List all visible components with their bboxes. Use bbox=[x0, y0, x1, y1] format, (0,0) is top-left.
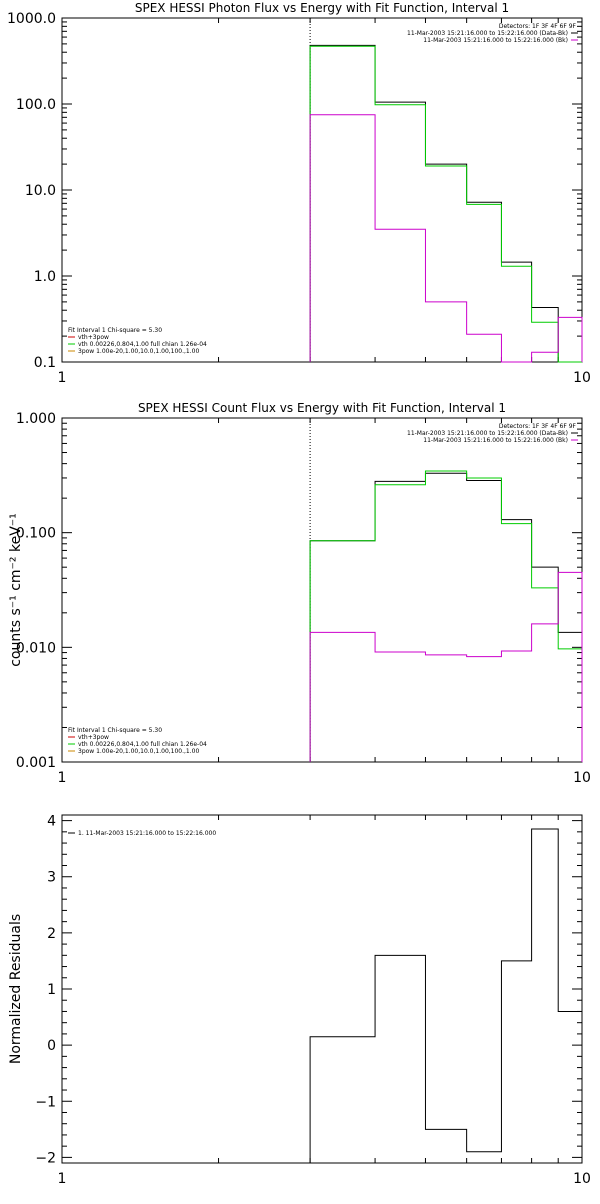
y-tick-label: 0.010 bbox=[16, 640, 56, 656]
y-tick-label: −1 bbox=[35, 1094, 56, 1110]
y-tick-label: 1 bbox=[47, 982, 56, 998]
legend-entry: Fit Interval 1 Chi-square = 5.30 bbox=[68, 327, 162, 334]
y-tick-label: 100.0 bbox=[16, 97, 56, 113]
chart-title: SPEX HESSI Count Flux vs Energy with Fit… bbox=[138, 401, 506, 415]
y-tick-label: 4 bbox=[47, 814, 56, 830]
series-step-line-1 bbox=[309, 44, 582, 363]
legend-entry: 3pow 1.00e-20,1.00,10.0,1.00,100.,1.00 bbox=[78, 748, 199, 755]
legend-entry: Detectors: 1F 3F 4F 6F 9F bbox=[499, 423, 577, 430]
legend-entry: 11-Mar-2003 15:21:16.000 to 15:22:16.000… bbox=[407, 30, 568, 37]
legend-entry: vth+3pow bbox=[78, 734, 109, 741]
y-tick-label: 3 bbox=[47, 870, 56, 886]
y-tick-label: 0.001 bbox=[16, 755, 56, 771]
legend-entry: vth+3pow bbox=[78, 334, 109, 341]
y-axis-label: Normalized Residuals bbox=[8, 914, 24, 1064]
y-tick-label: 1000.0 bbox=[7, 11, 56, 27]
x-tick-label: 10 bbox=[573, 370, 591, 386]
y-tick-label: 1.000 bbox=[16, 411, 56, 427]
y-tick-label: 1.0 bbox=[34, 269, 56, 285]
legend-entry: Detectors: 1F 3F 4F 6F 9F bbox=[499, 23, 577, 30]
legend-entry: 1. 11-Mar-2003 15:21:16.000 to 15:22:16.… bbox=[78, 830, 216, 837]
legend-entry: vth 0.00226,0.804,1.00 full chian 1.26e-… bbox=[78, 741, 207, 748]
y-tick-label: 0.1 bbox=[34, 355, 56, 371]
x-tick-label: 1 bbox=[58, 370, 67, 386]
y-tick-label: 10.0 bbox=[25, 183, 56, 199]
legend-entry: Fit Interval 1 Chi-square = 5.30 bbox=[68, 727, 162, 734]
y-tick-label: 2 bbox=[47, 926, 56, 942]
series-step-line-3 bbox=[309, 114, 583, 363]
panel-2: SPEX HESSI Count Flux vs Energy with Fit… bbox=[8, 401, 591, 786]
y-axis-label: counts s⁻¹ cm⁻² keV⁻¹ bbox=[8, 513, 24, 667]
panel-1: SPEX HESSI Photon Flux vs Energy with Fi… bbox=[7, 1, 591, 386]
legend-entry: 3pow 1.00e-20,1.00,10.0,1.00,100.,1.00 bbox=[78, 348, 199, 355]
series-step-line-2 bbox=[309, 45, 582, 363]
legend-entry: 11-Mar-2003 15:21:16.000 to 15:22:16.000… bbox=[423, 437, 568, 444]
x-tick-label: 1 bbox=[58, 770, 67, 786]
series-step-line-1 bbox=[309, 472, 583, 762]
legend-entry: vth 0.00226,0.804,1.00 full chian 1.26e-… bbox=[78, 341, 207, 348]
series-step-line-1 bbox=[309, 828, 582, 1163]
legend-entry: 11-Mar-2003 15:21:16.000 to 15:22:16.000… bbox=[407, 430, 568, 437]
plot-frame bbox=[61, 814, 583, 1164]
series-step-line-3 bbox=[309, 571, 583, 762]
x-tick-label: 1 bbox=[58, 1171, 67, 1187]
y-tick-label: 0.100 bbox=[16, 526, 56, 542]
x-tick-label: 10 bbox=[573, 770, 591, 786]
chart-title: SPEX HESSI Photon Flux vs Energy with Fi… bbox=[135, 1, 509, 15]
series-step-line-2 bbox=[309, 470, 583, 762]
y-tick-label: 0 bbox=[47, 1038, 56, 1054]
y-tick-label: −2 bbox=[35, 1150, 56, 1166]
x-tick-label: 10 bbox=[573, 1171, 591, 1187]
plot-frame bbox=[61, 417, 583, 763]
legend-entry: 11-Mar-2003 15:21:16.000 to 15:22:16.000… bbox=[423, 37, 568, 44]
plot-frame bbox=[61, 17, 583, 363]
